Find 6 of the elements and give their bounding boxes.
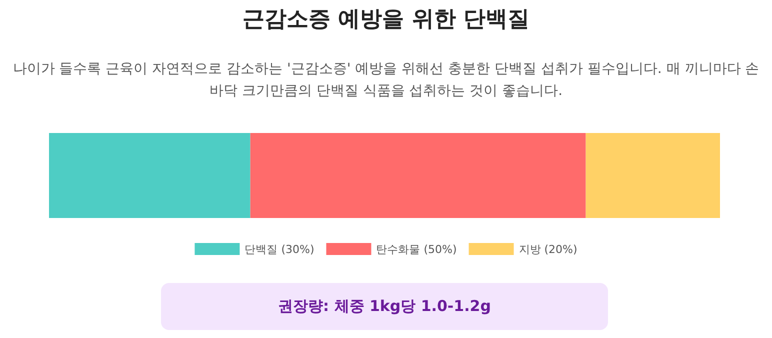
legend-label: 탄수화물 (50%)	[376, 243, 457, 256]
text: 권장량: 체중 1kg당 1.0-1.2g	[161, 283, 608, 330]
chart-title: 근감소증 예방을 위한 단백질	[242, 6, 530, 34]
legend-label: 지방 (20%)	[518, 243, 578, 256]
legend-label: 단백질 (30%)	[244, 243, 314, 256]
chart-subtitle: 나이가 들수록 근육이 자연적으로 감소하는 '근감소증' 예방을 위해선 충분한 단백질 섭취가 필수입니다. 매 끼니마다 손바닥 크기만큼의 단백질 식품을 섭취하는 것이 좋습니다.	[12, 60, 760, 101]
